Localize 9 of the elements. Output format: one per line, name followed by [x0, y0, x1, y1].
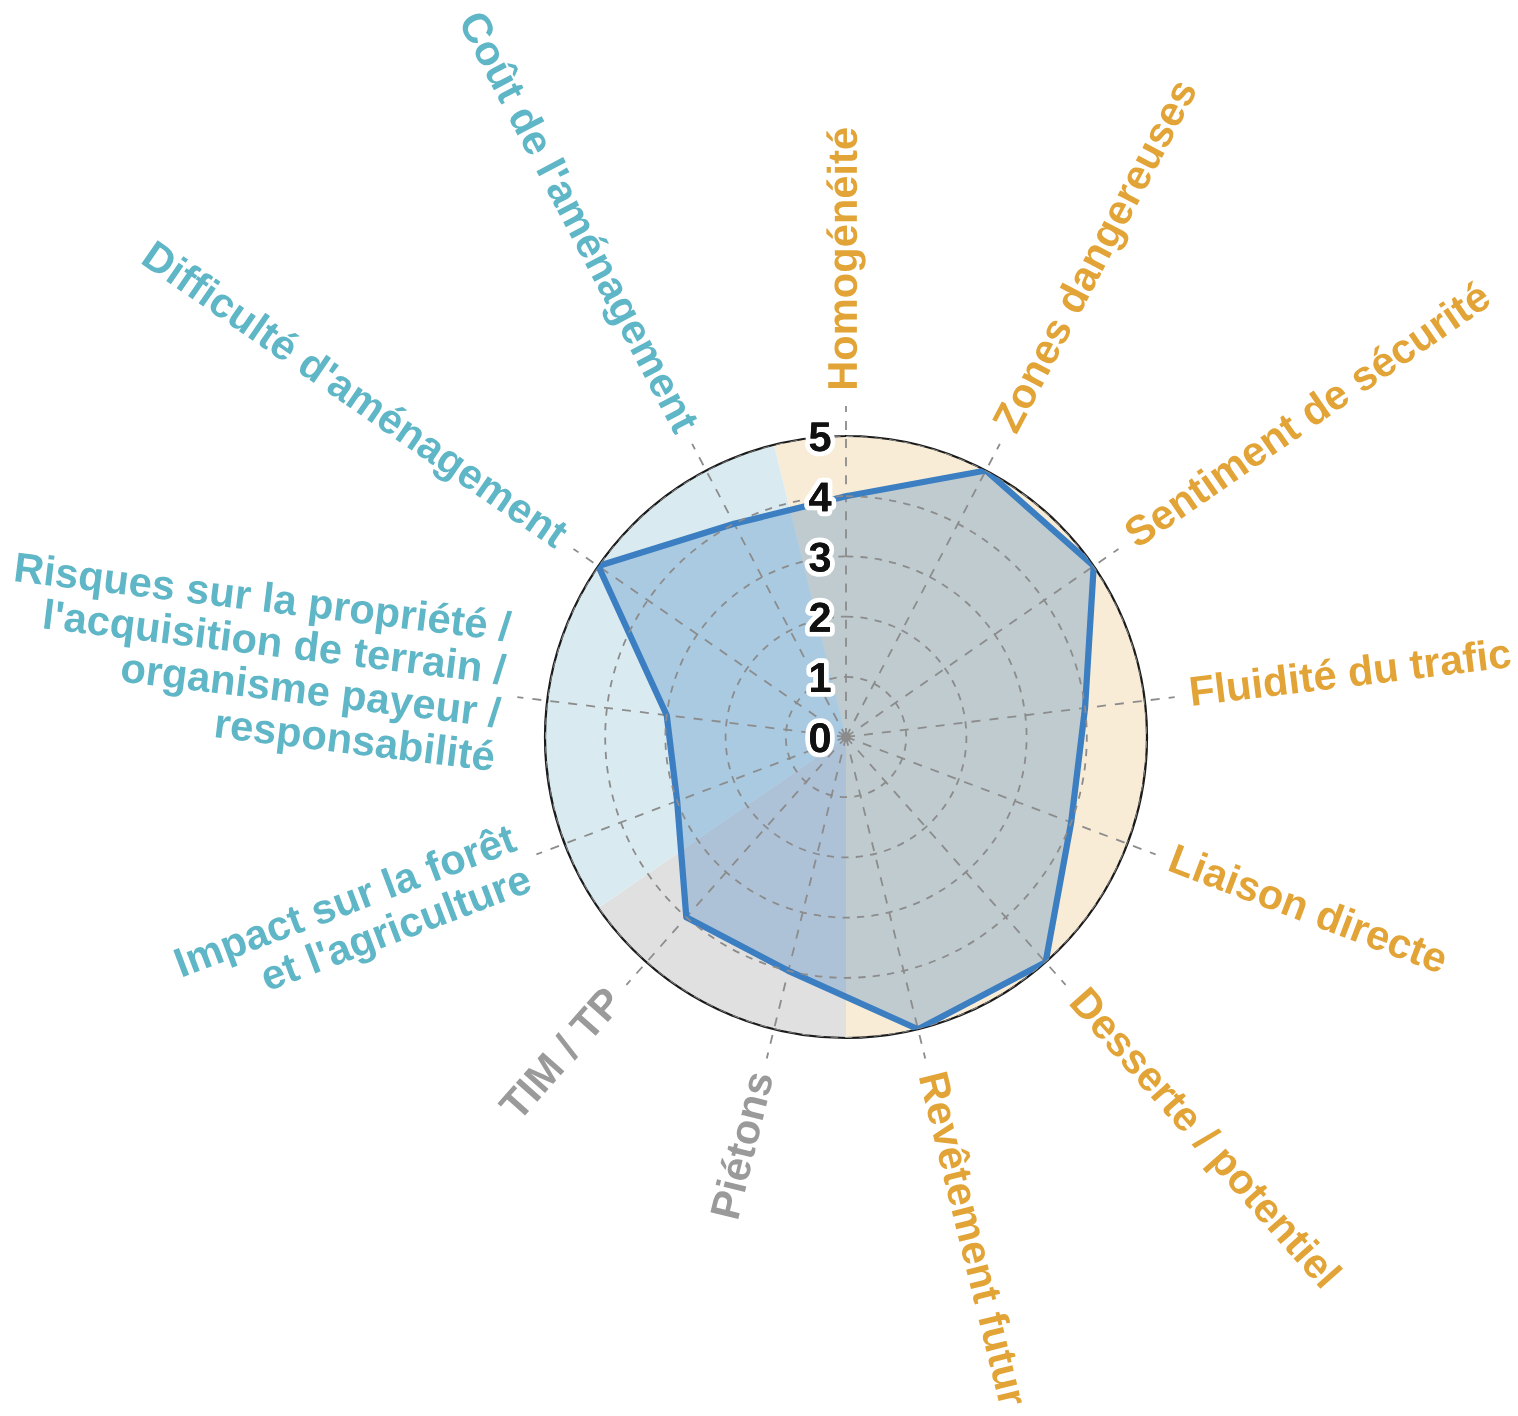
y-tick-label: 2 — [809, 602, 830, 632]
spoke-label: Homogénéité — [826, 128, 866, 389]
spoke-label: Risques sur la propriété / l'acquisition de terrain / organisme payeur / responsabilité — [14, 550, 513, 780]
spoke-label: Fluidité du trafic — [1190, 636, 1512, 707]
y-tick-label: 1 — [811, 663, 831, 692]
spoke-label: TIM / TP — [496, 984, 625, 1123]
y-tick-label: 3 — [809, 542, 831, 572]
y-tick-label: 0 — [810, 723, 830, 753]
spoke-label: Piétons — [708, 1070, 774, 1220]
